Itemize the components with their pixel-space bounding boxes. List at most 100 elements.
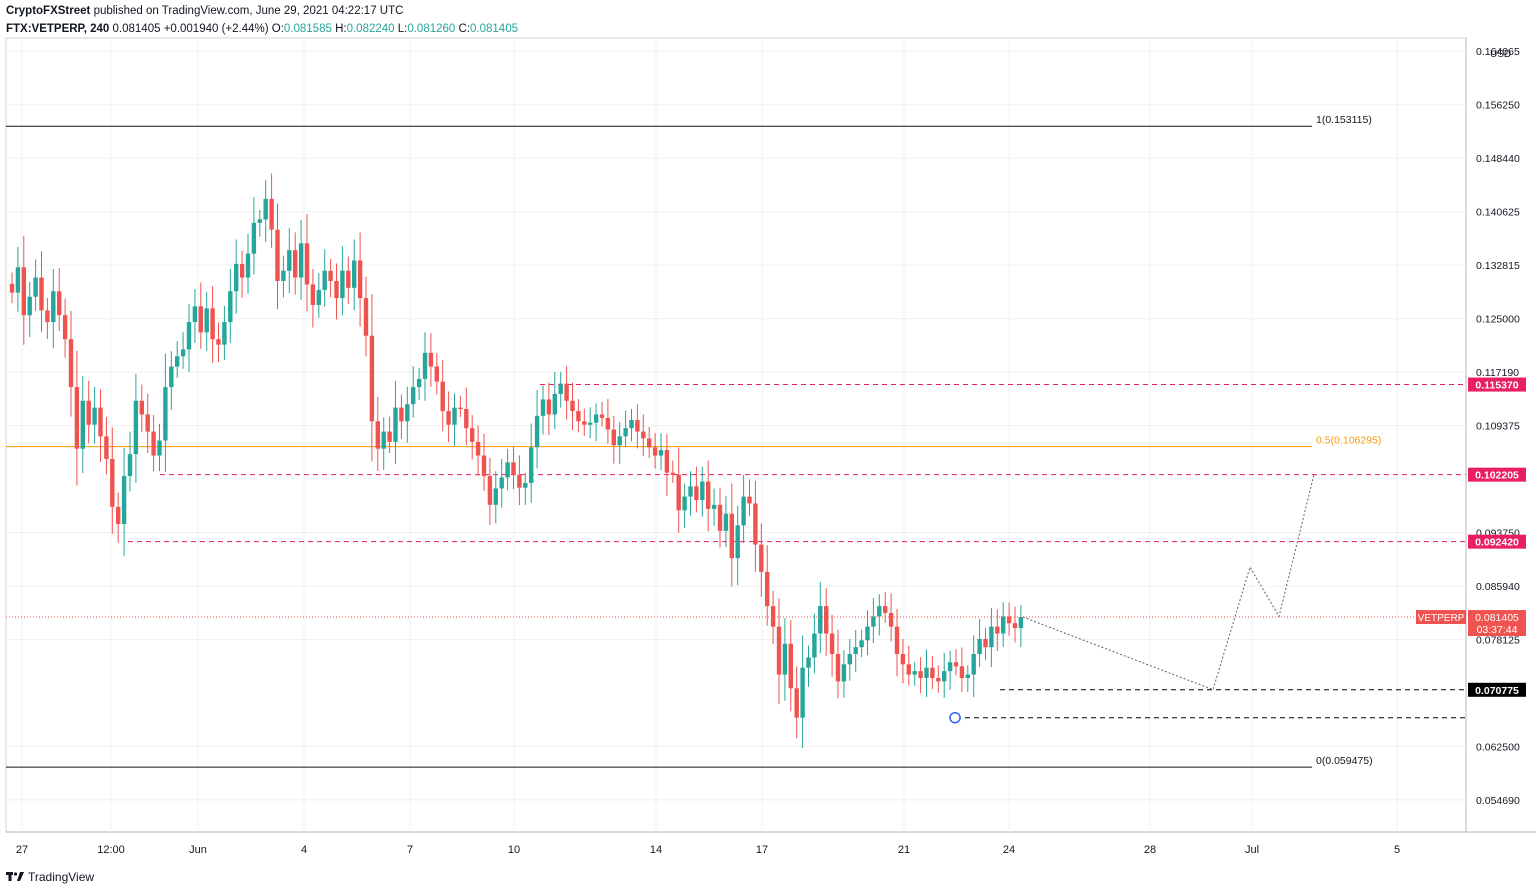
- symbol-tag-label: VETPERP: [1418, 613, 1465, 624]
- candle-body: [623, 428, 628, 437]
- author-name[interactable]: CryptoFXStreet: [6, 5, 91, 17]
- x-tick-label: 24: [1003, 844, 1015, 856]
- candle-body: [487, 476, 493, 505]
- candle-body: [234, 263, 239, 292]
- candle-body: [157, 440, 162, 456]
- price-tag-label: 0.102205: [1475, 470, 1519, 482]
- candle-body: [900, 654, 906, 665]
- candle-body: [753, 503, 758, 545]
- projection-path: [1022, 474, 1315, 691]
- candle-body: [169, 366, 174, 388]
- candle-body: [652, 447, 658, 456]
- x-tick-label: 7: [407, 844, 413, 856]
- candle-body: [145, 414, 150, 432]
- current-price-value: 0.081405: [1475, 612, 1519, 624]
- price-tag-bg: [1468, 682, 1526, 697]
- candle-body: [1006, 616, 1012, 624]
- price-tag-bg: [1468, 467, 1526, 482]
- candle-body: [694, 486, 699, 501]
- candle-body: [1001, 616, 1006, 634]
- candle-body: [310, 284, 316, 305]
- high-label: H:: [335, 23, 347, 35]
- candle-body: [853, 647, 858, 655]
- y-tick-label: 0.117190: [1476, 367, 1519, 379]
- candle-body: [835, 654, 841, 682]
- candle-body: [245, 253, 251, 278]
- tradingview-logo-icon: [6, 872, 24, 881]
- candle-body: [57, 291, 62, 316]
- candle-body: [316, 289, 321, 305]
- candle-body: [711, 504, 717, 509]
- candle-body: [977, 638, 982, 655]
- candle-body: [263, 198, 268, 220]
- candle-body: [328, 270, 333, 281]
- candle-body: [517, 474, 522, 488]
- x-tick-label: Jun: [189, 844, 207, 856]
- x-tick-label: Jul: [1245, 844, 1259, 856]
- candle-body: [387, 431, 392, 442]
- high-value: 0.082240: [346, 23, 395, 35]
- candle-body: [375, 421, 380, 449]
- candle-body: [794, 688, 799, 718]
- candle-body: [434, 366, 439, 382]
- candle-body: [942, 671, 947, 682]
- candle-body: [570, 400, 575, 412]
- candle-body: [9, 283, 15, 293]
- candle-body: [924, 667, 929, 678]
- candle-body: [806, 657, 811, 668]
- candle-body: [641, 431, 646, 439]
- candle-body: [800, 667, 805, 718]
- candle-body: [965, 674, 970, 678]
- symbol-tag-bg: [1416, 610, 1466, 625]
- candle-body: [912, 671, 917, 675]
- candle-body: [110, 458, 115, 507]
- candle-body: [818, 606, 823, 634]
- candle-body: [529, 447, 534, 483]
- low-label: L:: [397, 23, 408, 35]
- open-value: 0.081585: [283, 23, 332, 35]
- symbol-interval[interactable]: FTX:VETPERP, 240: [6, 23, 110, 35]
- candle-body: [647, 438, 652, 448]
- candle-body: [92, 407, 97, 425]
- candle-body: [682, 496, 687, 511]
- y-tick-label: 0.132815: [1476, 260, 1520, 272]
- candle-body: [534, 415, 540, 448]
- candle-body: [552, 393, 557, 415]
- low-value: 0.081260: [407, 23, 456, 35]
- y-tick-label: 0.156250: [1476, 100, 1520, 112]
- candle-body: [257, 219, 262, 223]
- candle-body: [399, 407, 404, 422]
- level-label: 1(0.153115): [1316, 114, 1372, 126]
- candle-body: [841, 664, 847, 682]
- candle-body: [464, 408, 469, 429]
- footer-brand[interactable]: TradingView: [28, 870, 95, 884]
- candle-body: [204, 308, 209, 333]
- publish-info: published on TradingView.com, June 29, 2…: [93, 5, 404, 17]
- candle-body: [523, 482, 528, 488]
- level-label: 0.5(0.106295): [1316, 435, 1381, 447]
- candle-body: [953, 662, 959, 667]
- bar-countdown: 03:37:44: [1477, 624, 1518, 636]
- candle-body: [776, 626, 782, 675]
- candle-body: [428, 352, 434, 367]
- candle-body: [269, 198, 274, 230]
- candle-body: [216, 339, 221, 345]
- x-tick-label: 5: [1394, 844, 1400, 856]
- candle-body: [983, 638, 988, 648]
- candle-body: [859, 640, 864, 648]
- candle-body: [906, 664, 911, 675]
- candle-body: [918, 671, 923, 678]
- x-tick-label: 21: [898, 844, 910, 856]
- candle-body: [304, 243, 310, 285]
- candle-body: [670, 472, 675, 475]
- candle-body: [588, 422, 593, 425]
- y-tick-label: 0.054690: [1476, 795, 1520, 807]
- candle-body: [369, 335, 375, 422]
- candle-body: [104, 436, 109, 459]
- price-tag-bg: [1468, 377, 1526, 392]
- candle-body: [39, 277, 44, 311]
- candle-body: [352, 260, 357, 288]
- x-tick-label: 4: [301, 844, 307, 856]
- candle-body: [959, 666, 965, 678]
